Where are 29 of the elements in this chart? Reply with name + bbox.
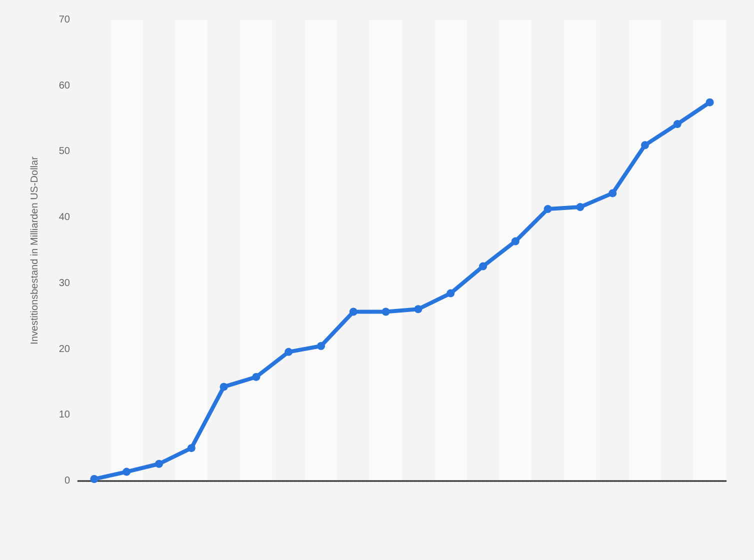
point xyxy=(349,308,358,316)
point xyxy=(608,189,617,198)
point xyxy=(706,98,714,106)
y-tick-label: 60 xyxy=(58,80,70,92)
y-tick-label: 0 xyxy=(64,476,70,486)
point xyxy=(544,205,552,214)
point xyxy=(155,460,163,468)
point xyxy=(220,382,228,391)
y-tick-label: 40 xyxy=(58,212,70,224)
point xyxy=(479,262,487,270)
point xyxy=(122,468,131,476)
y-tick-label: 30 xyxy=(58,278,70,289)
y-tick-label: 20 xyxy=(58,344,70,355)
point xyxy=(446,289,455,298)
point xyxy=(576,203,584,212)
y-axis-title: Investitionsbestand in Milliarden US-Dollar xyxy=(30,156,40,344)
y-tick-label: 10 xyxy=(58,410,70,421)
y-tick-label: 70 xyxy=(58,14,70,26)
point xyxy=(187,444,196,452)
y-tick-label: 50 xyxy=(58,146,70,158)
point xyxy=(511,237,520,246)
point xyxy=(673,120,682,128)
point xyxy=(414,305,422,314)
point xyxy=(317,342,325,350)
point xyxy=(382,308,390,316)
point xyxy=(641,141,649,150)
point xyxy=(90,475,98,484)
point xyxy=(252,372,260,381)
point xyxy=(284,348,293,356)
